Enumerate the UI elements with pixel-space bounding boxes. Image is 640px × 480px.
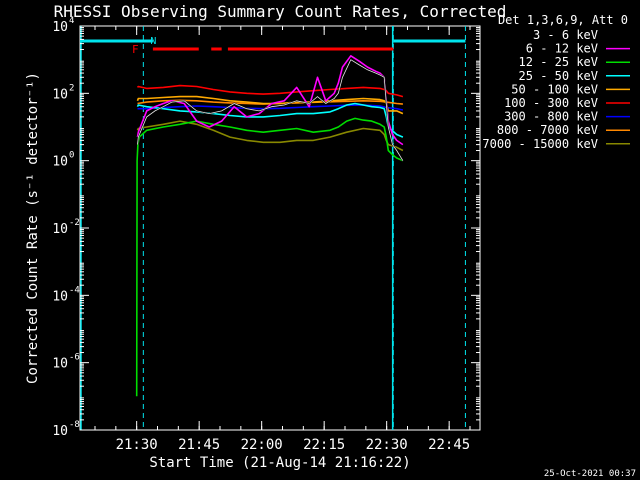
y-tick-exponent: -8 bbox=[69, 420, 80, 430]
legend-label: 6 - 12 keV bbox=[526, 42, 598, 56]
y-tick-base: 10 bbox=[52, 20, 68, 35]
y-tick-base: 10 bbox=[52, 87, 68, 102]
x-tick-label: 22:45 bbox=[428, 437, 470, 453]
y-tick-base: 10 bbox=[52, 155, 68, 170]
y-tick-exponent: -2 bbox=[69, 218, 80, 228]
y-tick-base: 10 bbox=[52, 222, 68, 237]
x-tick-label: 22:00 bbox=[241, 437, 283, 453]
footer-timestamp: 25-Oct-2021 00:37 bbox=[544, 469, 636, 479]
y-tick-base: 10 bbox=[52, 289, 68, 304]
legend-label: 3 - 6 keV bbox=[533, 28, 598, 42]
y-tick-exponent: -4 bbox=[69, 285, 80, 295]
legend-label: 50 - 100 keV bbox=[511, 82, 598, 96]
y-tick-exponent: -6 bbox=[69, 353, 80, 363]
y-tick-exponent: 0 bbox=[69, 151, 74, 161]
y-tick-base: 10 bbox=[52, 357, 68, 372]
y-tick-exponent: 2 bbox=[69, 83, 74, 93]
series-line-100-300-kev bbox=[136, 84, 404, 98]
legend-label: 25 - 50 keV bbox=[519, 69, 598, 83]
x-tick-label: 21:30 bbox=[116, 437, 158, 453]
x-tick-label: 22:30 bbox=[366, 437, 408, 453]
series-layer bbox=[135, 54, 404, 397]
x-tick-label: 22:15 bbox=[303, 437, 345, 453]
chart-title: RHESSI Observing Summary Count Rates, Co… bbox=[54, 2, 507, 21]
x-tick-label: 21:45 bbox=[178, 437, 220, 453]
legend-label: 7000 - 15000 keV bbox=[482, 137, 598, 151]
legend-label: 100 - 300 keV bbox=[504, 96, 598, 110]
legend-header: Det 1,3,6,9, Att 0 bbox=[498, 13, 628, 27]
y-axis-label: Corrected Count Rate (s⁻¹ detector⁻¹) bbox=[25, 72, 41, 384]
legend-label: 300 - 800 keV bbox=[504, 110, 598, 124]
legend-label: 800 - 7000 keV bbox=[497, 123, 598, 137]
series-line-3-6-kev-highlight bbox=[137, 59, 404, 161]
y-tick-exponent: 4 bbox=[69, 16, 74, 26]
flag-label-f: F bbox=[132, 43, 139, 56]
series-line-12-25-kev bbox=[135, 117, 404, 397]
legend-label: 12 - 25 keV bbox=[519, 55, 598, 69]
series-line-25-50-kev bbox=[136, 102, 404, 138]
series-line-300-800-kev bbox=[137, 104, 404, 111]
saa-label-n: N bbox=[150, 36, 156, 47]
y-tick-base: 10 bbox=[52, 424, 68, 439]
series-line-7000-15000-kev bbox=[136, 120, 404, 152]
x-axis-label: Start Time (21-Aug-14 21:16:22) bbox=[149, 455, 410, 471]
